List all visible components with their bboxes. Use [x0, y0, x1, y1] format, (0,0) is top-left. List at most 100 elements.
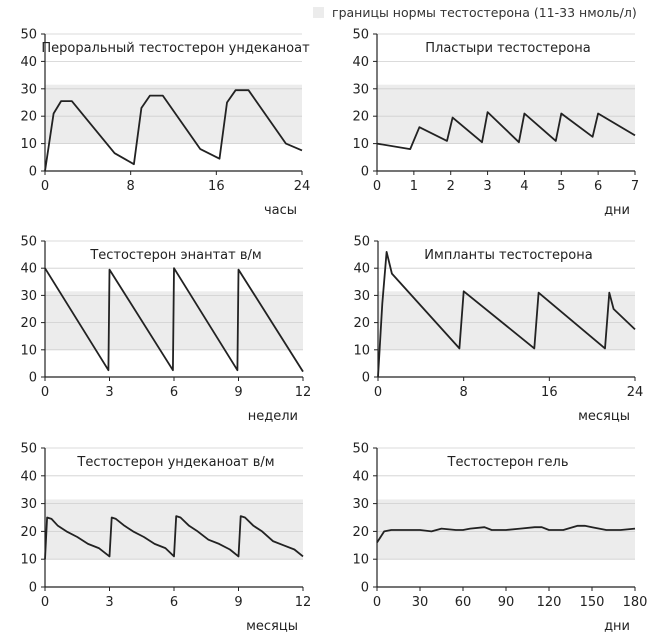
x-tick-label: 8: [460, 385, 468, 400]
x-tick-label: 0: [41, 179, 49, 194]
chart-panel-6: 0 10 20 30 40 50 0 30 60 90 120 150 180 дни Тестостеро…: [352, 442, 647, 633]
x-axis-label: недели: [248, 409, 298, 424]
x-tick-label: 6: [170, 595, 178, 610]
y-tick-label: 0: [362, 371, 370, 386]
y-tick-label: 30: [353, 289, 370, 304]
chart-panel-1: 0 10 20 30 40 50 0 8 16 24 часы Пероральный тестост…: [20, 28, 310, 219]
x-axis-label: дни: [604, 619, 630, 633]
series-line: [44, 515, 304, 560]
x-tick-label: 6: [170, 385, 178, 400]
legend: границы нормы тестостерона (11-33 нмоль/…: [313, 3, 637, 21]
y-tick-label: 10: [20, 137, 37, 152]
x-tick-label: 3: [483, 179, 491, 194]
x-axis-label: месяцы: [578, 409, 630, 424]
x-tick-label: 2: [447, 179, 455, 194]
y-tick-label: 40: [20, 469, 37, 484]
x-tick-label: 3: [105, 595, 113, 610]
x-tick-label: 12: [295, 595, 312, 610]
chart-title: Импланты тестостерона: [424, 248, 592, 263]
x-tick-label: 4: [520, 179, 528, 194]
x-tick-label: 7: [631, 179, 639, 194]
y-tick-label: 30: [352, 497, 369, 512]
x-tick-label: 30: [412, 595, 429, 610]
normal-range-band: [378, 291, 635, 350]
y-tick-label: 10: [353, 343, 370, 358]
y-tick-label: 20: [352, 110, 369, 125]
x-tick-label: 6: [594, 179, 602, 194]
chart-title: Тестостерон энантат в/м: [89, 248, 261, 263]
chart-panel-4: 0 10 20 30 40 50 0 8 16 24 месяцы Импланты тестосте…: [353, 235, 643, 425]
y-tick-label: 0: [361, 165, 369, 180]
x-tick-label: 12: [295, 385, 312, 400]
normal-range-band: [377, 84, 635, 144]
y-tick-label: 40: [353, 262, 370, 277]
x-tick-label: 180: [623, 595, 648, 610]
series-line: [44, 267, 304, 373]
x-tick-label: 0: [373, 595, 381, 610]
chart-title: Пероральный тестостерон ундеканоат: [41, 41, 310, 56]
y-tick-label: 40: [352, 469, 369, 484]
chart-title: Тестостерон гель: [447, 455, 569, 470]
chart-panel-3: 0 10 20 30 40 50 0 3 6 9 12 недели Тестостерон энант…: [20, 235, 311, 425]
series-line: [44, 89, 303, 172]
y-tick-label: 0: [29, 165, 37, 180]
y-tick-label: 10: [20, 553, 37, 568]
y-tick-label: 20: [20, 525, 37, 540]
y-tick-label: 30: [20, 82, 37, 97]
x-tick-label: 0: [373, 179, 381, 194]
y-tick-label: 50: [20, 235, 37, 250]
x-tick-label: 60: [455, 595, 472, 610]
x-tick-label: 8: [127, 179, 135, 194]
x-tick-label: 90: [498, 595, 515, 610]
legend-swatch: [313, 6, 324, 18]
x-tick-label: 0: [374, 385, 382, 400]
y-tick-label: 30: [20, 289, 37, 304]
series-line: [376, 524, 636, 543]
y-tick-label: 30: [20, 497, 37, 512]
y-tick-label: 40: [20, 262, 37, 277]
y-tick-label: 20: [353, 316, 370, 331]
x-tick-label: 16: [541, 385, 558, 400]
y-tick-label: 50: [352, 442, 369, 457]
x-tick-label: 16: [208, 179, 225, 194]
x-tick-label: 1: [410, 179, 418, 194]
x-tick-label: 150: [580, 595, 605, 610]
legend-label: границы нормы тестостерона (11-33 нмоль/…: [332, 4, 637, 20]
chart-title: Пластыри тестостерона: [425, 41, 591, 56]
x-tick-label: 0: [41, 385, 49, 400]
x-tick-label: 120: [537, 595, 562, 610]
y-tick-label: 0: [29, 581, 37, 596]
series-line: [377, 250, 636, 378]
y-tick-label: 20: [20, 110, 37, 125]
x-tick-label: 9: [234, 385, 242, 400]
x-tick-label: 24: [294, 179, 311, 194]
y-tick-label: 50: [20, 28, 37, 43]
normal-range-band: [45, 84, 302, 144]
x-tick-label: 9: [234, 595, 242, 610]
y-tick-label: 50: [352, 28, 369, 43]
y-tick-label: 10: [20, 343, 37, 358]
series-line: [376, 111, 636, 151]
x-axis-label: часы: [264, 203, 297, 218]
chart-panel-5: 0 10 20 30 40 50 0 3 6 9 12 месяцы Тестостерон ундек…: [20, 442, 311, 633]
y-tick-label: 40: [352, 55, 369, 70]
y-tick-label: 50: [20, 442, 37, 457]
x-tick-label: 5: [557, 179, 565, 194]
x-axis-label: дни: [604, 203, 630, 218]
x-axis-label: месяцы: [246, 619, 298, 633]
y-tick-label: 10: [352, 137, 369, 152]
chart-title: Тестостерон ундеканоат в/м: [76, 455, 274, 470]
y-tick-label: 30: [352, 82, 369, 97]
y-tick-label: 20: [352, 525, 369, 540]
y-tick-label: 40: [20, 55, 37, 70]
y-tick-label: 20: [20, 316, 37, 331]
y-tick-label: 0: [29, 371, 37, 386]
x-tick-label: 24: [627, 385, 644, 400]
x-tick-label: 0: [41, 595, 49, 610]
y-tick-label: 0: [361, 581, 369, 596]
x-tick-label: 3: [105, 385, 113, 400]
y-tick-label: 50: [353, 235, 370, 250]
y-tick-label: 10: [352, 553, 369, 568]
